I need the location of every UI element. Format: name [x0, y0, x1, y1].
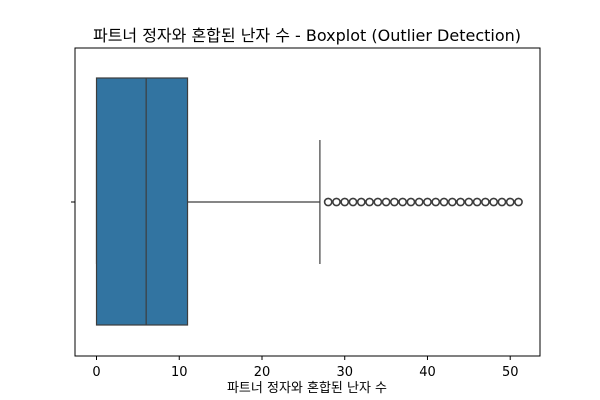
- outlier-point-4: [356, 197, 366, 207]
- x-tick-label-40: 40: [419, 365, 436, 380]
- x-axis-ticks: 0 10 20 30 40 50: [92, 356, 518, 380]
- x-tick-label-10: 10: [171, 365, 188, 380]
- outlier-point-16: [456, 197, 465, 207]
- outlier-point-23: [514, 197, 523, 207]
- outlier-point-11: [414, 197, 424, 207]
- x-tick-label-0: 0: [92, 365, 100, 380]
- outlier-point-10: [406, 197, 416, 207]
- outlier-point-6: [373, 197, 383, 207]
- outlier-point-12: [423, 197, 432, 207]
- outlier-point-20: [489, 197, 499, 207]
- outlier-point-8: [389, 197, 399, 207]
- outlier-point-21: [497, 197, 507, 207]
- outlier-point-7: [381, 197, 391, 207]
- outlier-point-1: [332, 197, 341, 207]
- outlier-point-13: [431, 197, 441, 207]
- outlier-point-19: [480, 197, 490, 207]
- iqr-box: [95, 77, 189, 326]
- chart-title: 파트너 정자와 혼합된 난자 수 - Boxplot (Outlier Dete…: [93, 26, 521, 45]
- outlier-point-3: [348, 197, 358, 207]
- outlier-point-18: [472, 197, 482, 207]
- outlier-point-9: [398, 197, 408, 207]
- outlier-point-5: [365, 197, 374, 207]
- outlier-point-17: [464, 197, 474, 207]
- x-tick-label-20: 20: [254, 365, 271, 380]
- outlier-point-15: [447, 197, 457, 207]
- x-tick-label-50: 50: [502, 365, 519, 380]
- outlier-point-0: [323, 197, 333, 207]
- outlier-points: [323, 197, 523, 207]
- outlier-point-14: [439, 197, 449, 207]
- outlier-point-2: [340, 197, 350, 207]
- outlier-point-22: [505, 197, 515, 207]
- x-axis-label: 파트너 정자와 혼합된 난자 수: [227, 381, 387, 396]
- x-tick-label-30: 30: [336, 365, 353, 380]
